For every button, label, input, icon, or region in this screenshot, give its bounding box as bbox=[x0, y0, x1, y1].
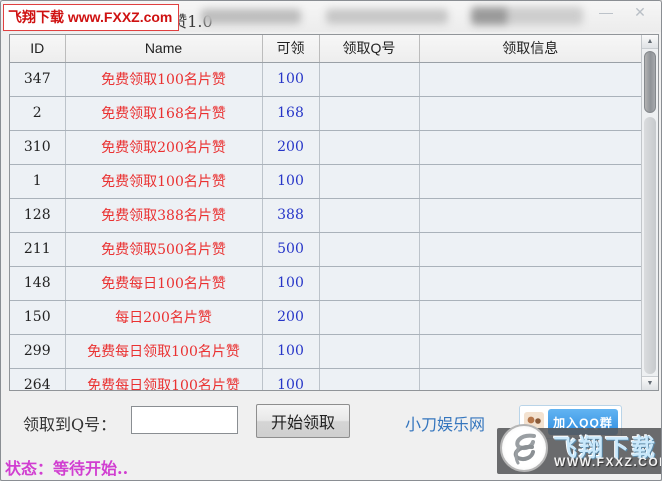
minimize-button[interactable]: — bbox=[599, 4, 613, 20]
cell-name: 免费每日100名片赞 bbox=[65, 266, 263, 301]
table-row[interactable]: 128 免费领取388名片赞 388 bbox=[10, 198, 641, 233]
close-button[interactable]: ✕ bbox=[634, 4, 646, 20]
censored-text bbox=[201, 9, 301, 24]
cell-id: 347 bbox=[10, 62, 66, 97]
cell-id: 2 bbox=[10, 96, 66, 131]
table-row[interactable]: 2 免费领取168名片赞 168 bbox=[10, 96, 641, 131]
cell-count: 100 bbox=[262, 334, 320, 369]
table-row[interactable]: 150 每日200名片赞 200 bbox=[10, 300, 641, 335]
cell-info bbox=[419, 96, 641, 131]
table-row[interactable]: 148 免费每日100名片赞 100 bbox=[10, 266, 641, 301]
cell-name: 免费领取388名片赞 bbox=[65, 198, 263, 233]
cell-id: 264 bbox=[10, 368, 66, 390]
cell-name: 每日200名片赞 bbox=[65, 300, 263, 335]
fxxz-watermark-url: WWW.FXXZ.COM bbox=[554, 455, 662, 469]
cell-qq bbox=[319, 266, 420, 301]
col-header-info: 领取信息 bbox=[419, 35, 641, 63]
rewards-table-grid: ID Name 可领 领取Q号 领取信息 347 免费领取100名片赞 100 … bbox=[10, 35, 641, 390]
cell-count: 168 bbox=[262, 96, 320, 131]
fxxz-site-name: 飞翔下载 bbox=[8, 9, 64, 25]
censored-text bbox=[326, 9, 448, 24]
cell-qq bbox=[319, 334, 420, 369]
cell-id: 211 bbox=[10, 232, 66, 267]
table-row[interactable]: 1 免费领取100名片赞 100 bbox=[10, 164, 641, 199]
col-header-id: ID bbox=[10, 35, 66, 63]
scroll-up-icon[interactable]: ▲ bbox=[642, 35, 658, 49]
cell-qq bbox=[319, 62, 420, 97]
cell-info bbox=[419, 130, 641, 165]
xiaodao-site-link[interactable]: 小刀娱乐网 bbox=[405, 415, 486, 434]
cell-name: 免费领取500名片赞 bbox=[65, 232, 263, 267]
cell-info bbox=[419, 62, 641, 97]
cell-id: 1 bbox=[10, 164, 66, 199]
cell-qq bbox=[319, 368, 420, 390]
cell-info bbox=[419, 334, 641, 369]
cell-id: 150 bbox=[10, 300, 66, 335]
cell-info bbox=[419, 164, 641, 199]
cell-name: 免费每日领取100名片赞 bbox=[65, 334, 263, 369]
table-header-row: ID Name 可领 领取Q号 领取信息 bbox=[10, 35, 641, 63]
cell-count: 388 bbox=[262, 198, 320, 233]
qq-number-input[interactable] bbox=[131, 406, 238, 434]
rewards-table: ID Name 可领 领取Q号 领取信息 347 免费领取100名片赞 100 … bbox=[9, 34, 659, 391]
cell-count: 100 bbox=[262, 62, 320, 97]
cell-qq bbox=[319, 96, 420, 131]
cell-count: 500 bbox=[262, 232, 320, 267]
cell-info bbox=[419, 368, 641, 390]
status-text: 状态：等待开始.. bbox=[5, 459, 129, 478]
start-claim-button[interactable]: 开始领取 bbox=[256, 404, 350, 438]
scrollbar-track[interactable] bbox=[644, 117, 656, 374]
cell-name: 免费每日领取100名片赞 bbox=[65, 368, 263, 390]
cell-qq bbox=[319, 130, 420, 165]
cell-id: 128 bbox=[10, 198, 66, 233]
cell-qq bbox=[319, 300, 420, 335]
table-row[interactable]: 310 免费领取200名片赞 200 bbox=[10, 130, 641, 165]
cell-qq bbox=[319, 164, 420, 199]
table-row[interactable]: 264 免费每日领取100名片赞 100 bbox=[10, 368, 641, 390]
cell-name: 免费领取100名片赞 bbox=[65, 62, 263, 97]
table-row[interactable]: 211 免费领取500名片赞 500 bbox=[10, 232, 641, 267]
col-header-name: Name bbox=[65, 35, 263, 63]
cell-name: 免费领取168名片赞 bbox=[65, 96, 263, 131]
cell-count: 200 bbox=[262, 130, 320, 165]
cell-count: 100 bbox=[262, 266, 320, 301]
cell-qq bbox=[319, 198, 420, 233]
cell-name: 免费领取200名片赞 bbox=[65, 130, 263, 165]
fxxz-logo-icon bbox=[500, 424, 548, 472]
table-row[interactable]: 347 免费领取100名片赞 100 bbox=[10, 62, 641, 97]
vertical-scrollbar[interactable]: ▲ ▼ bbox=[641, 35, 658, 390]
cell-qq bbox=[319, 232, 420, 267]
cell-info bbox=[419, 300, 641, 335]
cell-id: 310 bbox=[10, 130, 66, 165]
cell-count: 200 bbox=[262, 300, 320, 335]
censored-text bbox=[471, 7, 583, 25]
qq-number-label: 领取到Q号： bbox=[23, 415, 117, 434]
cell-info bbox=[419, 232, 641, 267]
cell-info bbox=[419, 266, 641, 301]
cell-info bbox=[419, 198, 641, 233]
fxxz-watermark-title: 飞翔下载 bbox=[553, 435, 657, 462]
col-header-count: 可领 bbox=[262, 35, 320, 63]
cell-count: 100 bbox=[262, 368, 320, 390]
fxxz-watermark-top: 飞翔下载 www.FXXZ.com bbox=[3, 4, 180, 31]
cell-count: 100 bbox=[262, 164, 320, 199]
cell-name: 免费领取100名片赞 bbox=[65, 164, 263, 199]
fxxz-site-url: www.FXXZ.com bbox=[67, 9, 173, 25]
cell-id: 299 bbox=[10, 334, 66, 369]
cell-id: 148 bbox=[10, 266, 66, 301]
fxxz-watermark-bottom: 飞翔下载 WWW.FXXZ.COM bbox=[497, 424, 662, 474]
table-row[interactable]: 299 免费每日领取100名片赞 100 bbox=[10, 334, 641, 369]
scrollbar-thumb[interactable] bbox=[644, 51, 656, 113]
scroll-down-icon[interactable]: ▼ bbox=[642, 376, 658, 390]
col-header-qq: 领取Q号 bbox=[319, 35, 420, 63]
